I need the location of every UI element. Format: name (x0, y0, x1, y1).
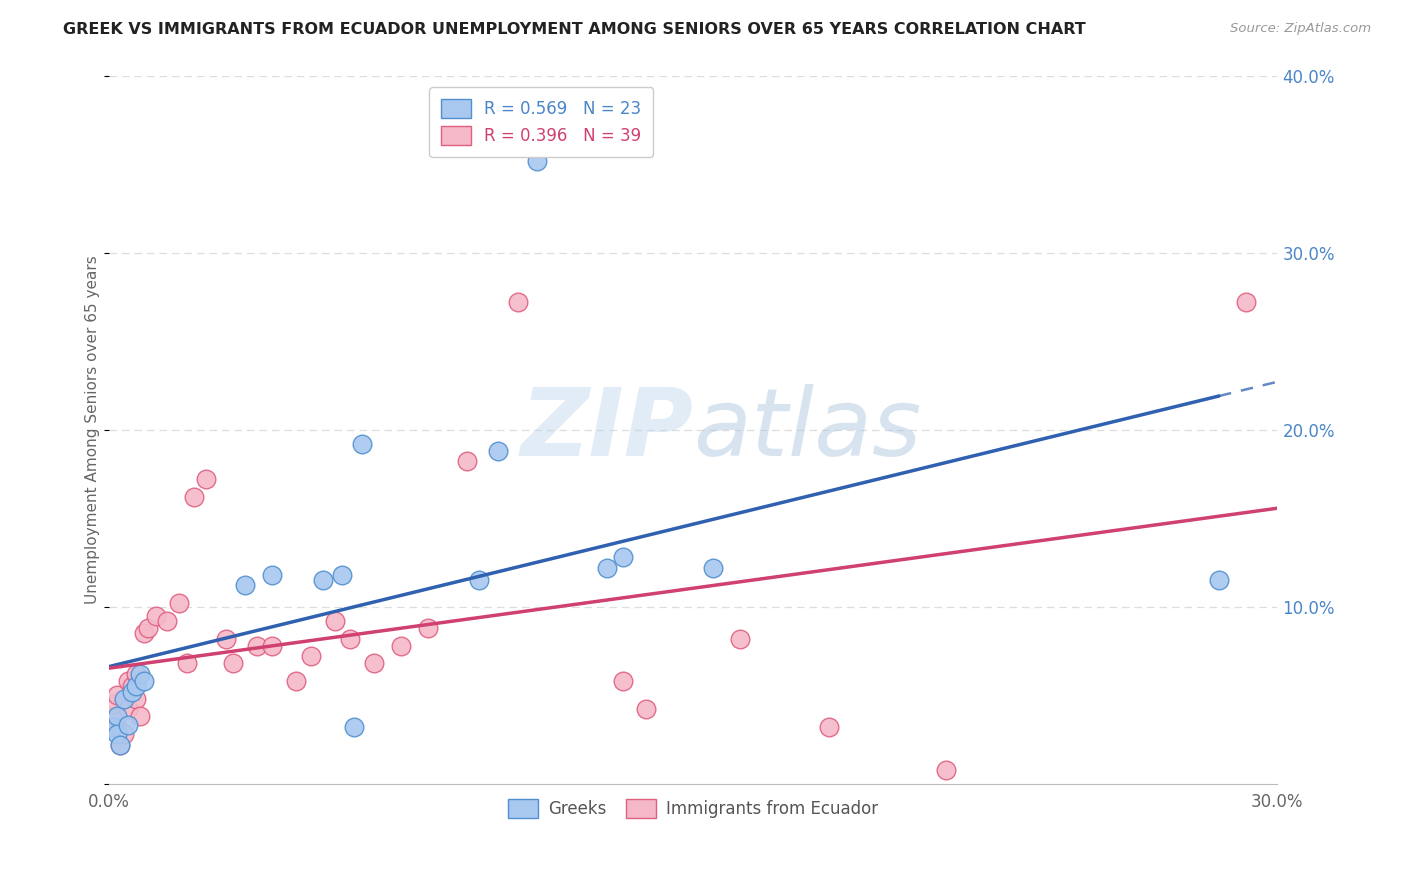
Point (818, 720, 841, 734)
Point (117, 674, 139, 689)
Point (136, 621, 159, 635)
Point (176, 657, 198, 671)
Point (246, 639, 269, 653)
Point (167, 596, 190, 610)
Point (312, 573, 335, 587)
Y-axis label: Unemployment Among Seniors over 65 years: Unemployment Among Seniors over 65 years (86, 255, 100, 604)
Point (125, 691, 148, 706)
Point (612, 674, 634, 689)
Point (702, 560, 724, 574)
Point (101, 720, 124, 734)
Point (284, 674, 307, 689)
Point (323, 614, 346, 628)
Point (101, 709, 124, 723)
Point (132, 674, 155, 689)
Point (233, 578, 256, 592)
Point (125, 667, 148, 681)
Point (183, 490, 205, 504)
Point (105, 727, 128, 741)
Point (156, 614, 179, 628)
Point (1208, 573, 1230, 587)
Point (110, 738, 132, 752)
Point (728, 632, 751, 646)
Point (468, 573, 491, 587)
Point (121, 684, 143, 698)
Text: Source: ZipAtlas.com: Source: ZipAtlas.com (1230, 22, 1371, 36)
Legend: Greeks, Immigrants from Ecuador: Greeks, Immigrants from Ecuador (501, 792, 884, 825)
Point (117, 702, 139, 716)
Point (105, 720, 128, 734)
Point (418, 621, 440, 635)
Point (105, 688, 128, 702)
Point (129, 667, 152, 681)
Point (110, 738, 132, 752)
Point (389, 639, 412, 653)
Text: ZIP: ZIP (520, 384, 693, 475)
Point (596, 560, 619, 574)
Point (1234, 295, 1257, 310)
Point (332, 567, 354, 582)
Point (105, 709, 128, 723)
Point (112, 691, 135, 706)
Point (612, 550, 634, 565)
Point (506, 295, 529, 310)
Point (112, 727, 135, 741)
Point (262, 567, 284, 582)
Point (343, 720, 366, 734)
Point (121, 679, 143, 693)
Point (526, 153, 548, 168)
Point (117, 718, 139, 732)
Text: atlas: atlas (693, 384, 921, 475)
Point (456, 454, 478, 468)
Point (222, 657, 245, 671)
Point (145, 608, 167, 623)
Point (132, 626, 155, 640)
Point (935, 763, 957, 777)
Point (636, 702, 658, 716)
Point (214, 632, 236, 646)
Point (262, 639, 284, 653)
Text: GREEK VS IMMIGRANTS FROM ECUADOR UNEMPLOYMENT AMONG SENIORS OVER 65 YEARS CORREL: GREEK VS IMMIGRANTS FROM ECUADOR UNEMPLO… (63, 22, 1085, 37)
Point (129, 709, 152, 723)
Point (486, 443, 509, 458)
Point (363, 657, 385, 671)
Point (101, 697, 124, 711)
Point (125, 679, 148, 693)
Point (299, 649, 322, 664)
Point (350, 437, 373, 451)
Point (195, 472, 218, 486)
Point (339, 632, 361, 646)
